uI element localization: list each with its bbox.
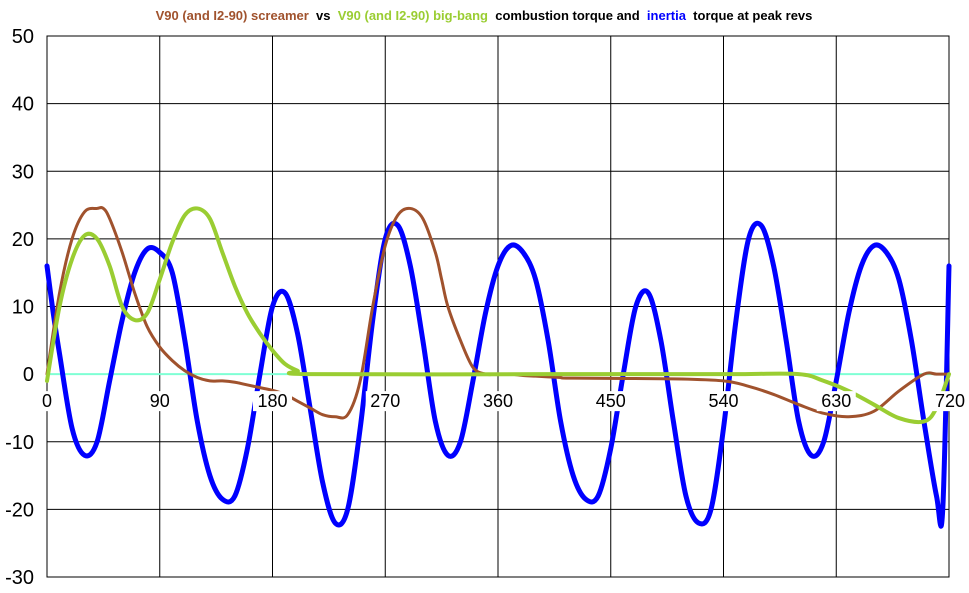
x-tick-label: 450 bbox=[596, 391, 626, 411]
x-tick-label-bg bbox=[478, 391, 518, 412]
x-tick-label: 180 bbox=[257, 391, 287, 411]
y-tick-label: 20 bbox=[12, 229, 34, 251]
x-tick-label-bg bbox=[38, 391, 56, 412]
y-tick-label: 50 bbox=[12, 26, 34, 48]
y-tick-label: 10 bbox=[12, 297, 34, 319]
x-tick-label: 360 bbox=[483, 391, 513, 411]
y-tick-label: -10 bbox=[5, 432, 34, 454]
chart-title: V90 (and I2-90) screamer vs V90 (and I2-… bbox=[156, 8, 813, 23]
x-tick-label-bg bbox=[816, 391, 856, 412]
x-tick-label-bg bbox=[145, 391, 174, 412]
title-part-screamer: V90 (and I2-90) screamer bbox=[156, 8, 309, 23]
x-tick-label-bg bbox=[928, 391, 967, 412]
y-tick-label: 40 bbox=[12, 94, 34, 116]
title-part-combustion: combustion torque and bbox=[492, 8, 644, 23]
title-part-peak: torque at peak revs bbox=[690, 8, 813, 23]
series-layer bbox=[44, 206, 952, 529]
x-tick-labels: 0 90 180 270 360 450 540 630 720 bbox=[38, 391, 967, 412]
grid bbox=[46, 35, 950, 578]
x-tick-label: 720 bbox=[935, 391, 965, 411]
y-tick-label: 0 bbox=[23, 364, 34, 386]
x-tick-label-bg bbox=[253, 391, 292, 412]
x-tick-label-bg bbox=[365, 391, 405, 412]
series-line-inertia bbox=[44, 220, 952, 529]
x-tick-label: 540 bbox=[708, 391, 738, 411]
y-tick-label: -30 bbox=[5, 567, 34, 589]
x-tick-label: 90 bbox=[150, 391, 170, 411]
title-part-inertia: inertia bbox=[647, 8, 687, 23]
y-tick-label: -20 bbox=[5, 499, 34, 521]
x-tick-label-bg bbox=[591, 391, 631, 412]
y-tick-label: 30 bbox=[12, 161, 34, 183]
x-tick-label-bg bbox=[704, 391, 743, 412]
series-line-screamer bbox=[45, 206, 951, 420]
y-tick-labels: -30 -20 -10 0 10 20 30 40 50 bbox=[5, 26, 34, 589]
title-part-vs: vs bbox=[312, 8, 334, 23]
series-line-bigbang bbox=[45, 206, 951, 425]
title-part-bigbang: V90 (and I2-90) big-bang bbox=[338, 8, 488, 23]
x-tick-label: 630 bbox=[821, 391, 851, 411]
x-tick-label: 270 bbox=[370, 391, 400, 411]
x-tick-label: 0 bbox=[42, 391, 52, 411]
